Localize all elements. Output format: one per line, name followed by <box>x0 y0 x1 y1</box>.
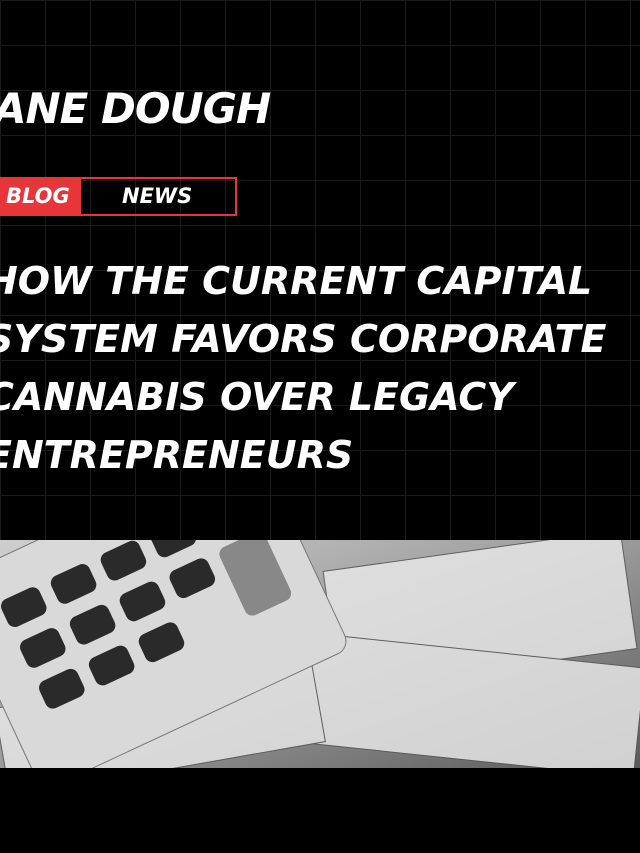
tab-news[interactable]: NEWS <box>80 177 237 216</box>
headline-line: CANNABIS OVER LEGACY <box>0 375 514 419</box>
cover-photo <box>0 540 640 768</box>
headline: HOW THE CURRENT CAPITAL SYSTEM FAVORS CO… <box>0 252 607 484</box>
grid-background <box>0 0 640 540</box>
headline-line: ENTREPRENEURS <box>0 433 354 477</box>
headline-line: HOW THE CURRENT CAPITAL <box>0 259 593 303</box>
tab-blog[interactable]: BLOG <box>0 177 81 216</box>
headline-line: SYSTEM FAVORS CORPORATE <box>0 317 607 361</box>
brand-logo[interactable]: ANE DOUGH <box>0 84 271 133</box>
